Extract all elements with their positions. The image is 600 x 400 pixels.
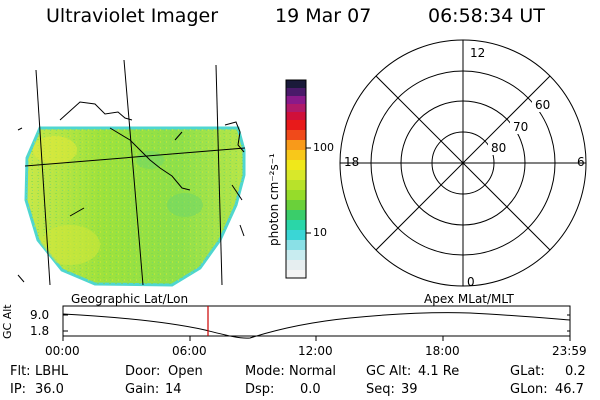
altitude-ymax: 9.0 [30, 308, 50, 322]
x-tick-1800: 18:00 [425, 344, 460, 358]
door-label: Door: [125, 364, 161, 379]
app-title: Ultraviolet Imager [46, 5, 219, 27]
geo-panel-label: Geographic Lat/Lon [71, 292, 189, 306]
lat-label-80: 80 [491, 141, 507, 155]
x-tick-1200: 12:00 [298, 344, 333, 358]
glat-label: GLat: [510, 364, 545, 379]
glon-value: 46.7 [555, 382, 584, 397]
dsp-label: Dsp: [245, 382, 275, 397]
mode-value: Normal [289, 364, 337, 379]
gc-alt-label: GC Alt: [366, 364, 412, 379]
mlt-label-12: 12 [470, 46, 486, 60]
altitude-plot [62, 305, 571, 341]
apex-panel-label: Apex MLat/MLT [424, 292, 514, 306]
lat-label-60: 60 [535, 98, 551, 112]
colorbar-tick-100: 100 [313, 141, 334, 154]
ip-label: IP: [10, 382, 27, 397]
dsp-value: 0.0 [300, 382, 321, 397]
seq-label: Seq: [366, 382, 395, 397]
colorbar-unit-label: photon cm⁻²s⁻¹ [267, 153, 281, 246]
door-value: Open [168, 364, 203, 379]
ip-value: 36.0 [35, 382, 64, 397]
mode-label: Mode: [245, 364, 285, 379]
filter-label: Flt: [10, 364, 31, 379]
date-label: 19 Mar 07 [275, 5, 372, 27]
altitude-ymin: 1.8 [30, 324, 50, 338]
uv-image [24, 126, 246, 287]
x-tick-2359: 23:59 [552, 344, 587, 358]
seq-value: 39 [401, 382, 418, 397]
mlt-label-18: 18 [344, 155, 360, 169]
polar-plot [339, 39, 587, 287]
gain-value: 14 [165, 382, 182, 397]
glat-value: 0.2 [565, 364, 586, 379]
filter-value: LBHL [35, 364, 69, 379]
altitude-ylabel: GC Alt [1, 304, 14, 339]
x-tick-0600: 06:00 [172, 344, 207, 358]
geo-grid [17, 59, 246, 286]
colorbar-tick-10: 10 [313, 226, 327, 239]
time-label: 06:58:34 UT [428, 5, 545, 27]
gain-label: Gain: [125, 382, 160, 397]
x-tick-0000: 00:00 [45, 344, 80, 358]
mlt-label-6: 6 [577, 155, 585, 169]
lat-label-70: 70 [513, 120, 529, 134]
gc-alt-value: 4.1 Re [418, 364, 460, 379]
colorbar [285, 79, 311, 279]
mlt-label-0: 0 [467, 275, 475, 289]
glon-label: GLon: [510, 382, 548, 397]
